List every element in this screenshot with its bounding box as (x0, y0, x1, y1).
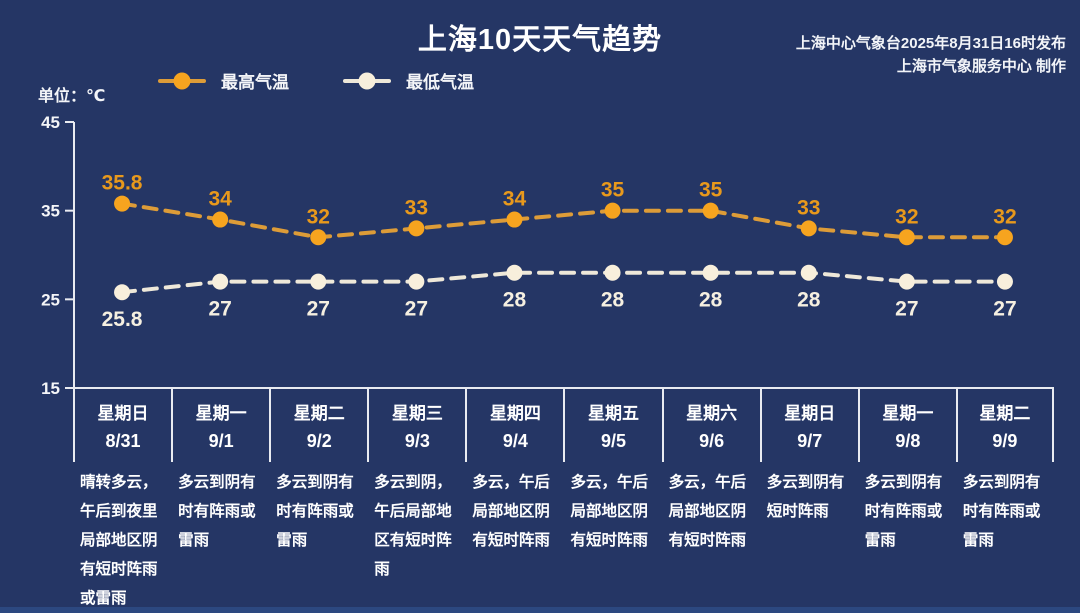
svg-text:27: 27 (895, 298, 918, 321)
day-cell: 星期二 9/9 (955, 389, 1054, 462)
svg-text:27: 27 (208, 298, 231, 321)
svg-text:32: 32 (307, 205, 330, 228)
legend-label-low: 最低气温 (406, 73, 474, 92)
forecast-cell: 多云到阴有 时有阵雨或 雷雨 (962, 474, 1041, 549)
weekday-label: 星期五 (588, 404, 640, 423)
svg-text:28: 28 (503, 289, 527, 312)
weekday-label: 星期二 (293, 404, 345, 423)
svg-text:34: 34 (208, 188, 232, 211)
svg-text:25.8: 25.8 (102, 308, 143, 331)
forecast-cell: 多云，午后 局部地区阴 有短时阵雨 (472, 474, 550, 549)
weekday-label: 星期六 (686, 404, 738, 423)
svg-text:27: 27 (307, 298, 330, 321)
svg-text:28: 28 (601, 289, 625, 312)
svg-text:32: 32 (895, 205, 918, 228)
date-label: 9/7 (797, 431, 823, 451)
svg-text:27: 27 (993, 298, 1016, 321)
svg-text:15: 15 (41, 379, 60, 398)
svg-text:33: 33 (797, 196, 820, 219)
weekday-label: 星期三 (391, 404, 443, 423)
svg-text:27: 27 (405, 298, 428, 321)
source-info: 上海中心气象台2025年8月31日16时发布 上海市气象服务中心 制作 (796, 32, 1066, 78)
date-label: 8/31 (105, 431, 141, 451)
day-cell: 星期四 9/4 (465, 389, 563, 462)
forecast-text-row: 晴转多云， 午后到夜里 局部地区阴 有短时阵雨 或雷雨 多云到阴有 时有阵雨或 … (73, 462, 1054, 607)
forecast-cell: 晴转多云， 午后到夜里 局部地区阴 有短时阵雨 或雷雨 (80, 474, 158, 607)
date-label: 9/8 (895, 431, 921, 451)
date-label: 9/4 (502, 431, 528, 451)
svg-text:32: 32 (993, 205, 1016, 228)
date-label: 9/6 (699, 431, 725, 451)
svg-text:35: 35 (41, 202, 60, 221)
forecast-cell: 多云到阴， 午后局部地 区有短时阵 雨 (374, 474, 452, 578)
day-cell: 星期日 9/7 (759, 389, 858, 462)
legend-item-high-temp: 最高气温 (158, 68, 289, 93)
weekday-label: 星期一 (882, 404, 934, 423)
svg-text:35: 35 (601, 179, 625, 202)
forecast-cell: 多云到阴有 时有阵雨或 雷雨 (178, 474, 256, 549)
svg-text:33: 33 (405, 196, 428, 219)
low-temp-line-swatch-icon (343, 72, 391, 89)
weekday-label: 星期日 (97, 404, 149, 423)
weekday-label: 星期日 (784, 404, 836, 423)
day-cell: 星期一 9/8 (857, 389, 956, 462)
day-cell: 星期一 9/1 (171, 389, 269, 462)
svg-text:28: 28 (699, 289, 723, 312)
date-label: 9/5 (601, 431, 627, 451)
date-label: 9/3 (404, 431, 430, 451)
forecast-cell: 多云，午后 局部地区阴 有短时阵雨 (570, 474, 648, 549)
legend-label-high: 最高气温 (221, 73, 289, 92)
day-cell: 星期五 9/5 (563, 389, 661, 462)
forecast-cell: 多云到阴有 时有阵雨或 雷雨 (276, 474, 354, 549)
forecast-cell: 多云到阴有 短时阵雨 (766, 474, 845, 520)
low-temp-dot-icon (358, 72, 376, 89)
high-temp-dot-icon (173, 72, 191, 89)
day-header-row: 星期日 8/31 星期一 9/1 星期二 9/2 星期三 9/3 星期四 9/4 星期五 9… (73, 389, 1054, 462)
svg-text:34: 34 (503, 188, 527, 211)
bottom-accent-bar (0, 607, 1080, 613)
source-line-2: 上海市气象服务中心 制作 (896, 58, 1066, 75)
forecast-cell: 多云到阴有 时有阵雨或 雷雨 (864, 474, 943, 549)
page-title: 上海10天天气趋势 (417, 24, 663, 56)
svg-text:45: 45 (41, 113, 60, 132)
svg-text:25: 25 (41, 290, 60, 309)
weekday-label: 星期二 (979, 404, 1031, 423)
weekday-label: 星期四 (489, 404, 541, 423)
svg-text:35.8: 35.8 (102, 172, 143, 195)
day-cell: 星期六 9/6 (661, 389, 760, 462)
unit-label: 单位：℃ (38, 88, 106, 105)
source-line-1: 上海中心气象台2025年8月31日16时发布 (795, 35, 1066, 52)
svg-text:35: 35 (699, 179, 723, 202)
weekday-label: 星期一 (195, 404, 247, 423)
date-label: 9/9 (992, 431, 1018, 451)
legend-item-low-temp: 最低气温 (343, 68, 474, 93)
chart-legend: 最高气温 最低气温 (158, 68, 474, 93)
day-cell: 星期二 9/2 (269, 389, 367, 462)
high-temp-line-swatch-icon (158, 72, 206, 89)
day-cell: 星期日 8/31 (73, 389, 171, 462)
forecast-cell: 多云，午后 局部地区阴 有短时阵雨 (668, 474, 747, 549)
date-label: 9/2 (306, 431, 332, 451)
svg-text:28: 28 (797, 289, 821, 312)
day-cell: 星期三 9/3 (367, 389, 465, 462)
date-label: 9/1 (208, 431, 234, 451)
